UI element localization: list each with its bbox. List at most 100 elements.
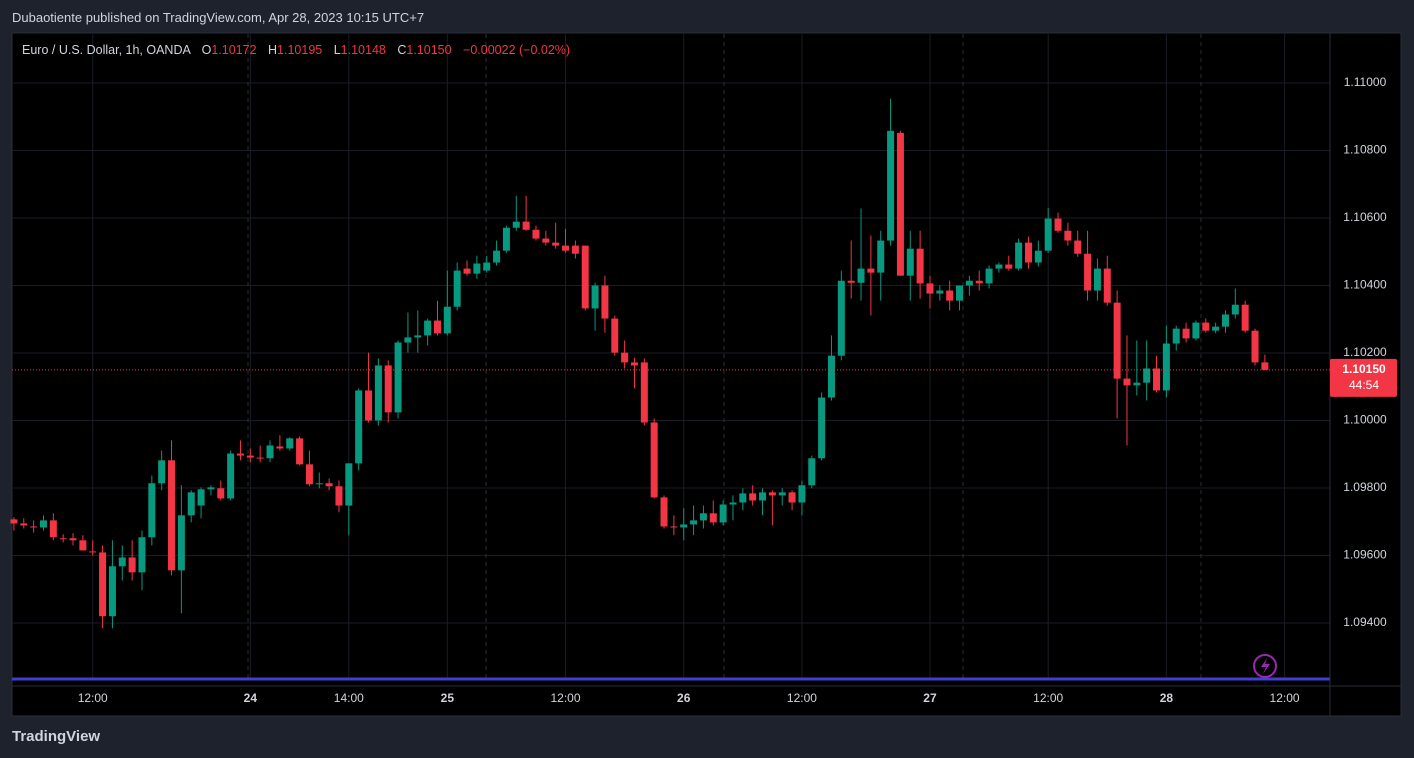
candle-body [995,264,1003,269]
candle-body [502,227,510,251]
candle-body [1034,250,1042,263]
candle-body [640,362,648,423]
candle-body [512,221,520,228]
x-tick-label: 12:00 [1270,691,1300,705]
candle-body [276,446,284,449]
candle-body [857,268,865,283]
candle-body [837,280,845,356]
candle-body [1113,302,1121,379]
candle-body [946,290,954,301]
candle-body [759,492,767,501]
x-tick-label: 25 [441,691,455,705]
candle-body [493,250,501,263]
x-tick-label: 27 [923,691,937,705]
candle-body [877,240,885,273]
candle-body [1202,322,1210,331]
candle-body [906,248,914,276]
y-tick-label: 1.10800 [1343,143,1387,157]
candle-body [1024,242,1032,263]
candle-body [315,483,323,485]
x-tick-label: 12:00 [551,691,581,705]
candle-body [99,552,107,617]
candle-body [818,397,826,459]
x-tick-label: 12:00 [1033,691,1063,705]
candle-body [246,455,254,458]
candle-body [1123,378,1131,386]
candle-body [1133,382,1141,386]
candle-body [778,492,786,496]
candle-body [621,352,629,363]
candle-body [956,285,964,301]
candle-body [1103,268,1111,303]
candle-body [985,268,993,284]
candle-body [522,221,530,230]
candle-body [355,390,363,464]
candle-body [128,557,136,573]
candle-body [443,306,451,334]
candle-body [1143,368,1151,383]
candle-body [187,492,195,516]
candle-body [542,238,550,243]
candle-body [1005,264,1013,269]
ohlc-value: 1.10172 [211,43,257,57]
candle-body [926,283,934,294]
y-tick-label: 1.09400 [1343,615,1387,629]
candle-body [827,355,835,398]
candle-body [177,515,185,571]
candle-body [89,551,97,553]
alert-circle[interactable] [1253,654,1277,678]
ohlc-key: C [397,43,407,57]
candle-body [414,335,422,338]
candle-body [207,487,215,490]
candle-body [365,390,373,421]
candle-body [1192,322,1200,339]
candle-body [719,504,727,523]
candle-body [936,290,944,294]
candle-body [424,320,432,336]
x-tick-label: 24 [244,691,258,705]
alert-bolt[interactable] [1261,658,1270,674]
candle-body [630,362,638,366]
candle-body [680,524,688,528]
candle-body [562,245,570,251]
candle-body [483,262,491,271]
chart-panel [11,32,1402,717]
candle-body [1093,268,1101,291]
y-tick-label: 1.10400 [1343,278,1387,292]
candle-body [374,365,382,421]
published-note: Dubaotiente published on TradingView.com… [12,10,425,25]
candle-body [611,318,619,353]
x-tick-label: 26 [677,691,691,705]
candle-body [887,130,895,241]
candle-body [699,513,707,521]
candle-body [217,488,225,499]
x-tick-label: 28 [1160,691,1174,705]
candle-body [335,486,343,506]
ohlc-value: 1.10148 [340,43,386,57]
ohlc-value: 1.10195 [277,43,323,57]
candle-body [1074,240,1082,254]
candle-body [601,285,609,319]
candle-body [788,492,796,503]
footer-logo[interactable]: TradingView [12,728,101,745]
candle-body [1064,230,1072,241]
candle-body [768,492,776,496]
candle-body [286,438,294,449]
candle-body [473,263,481,274]
candle-body [59,538,67,540]
candle-body [1172,328,1180,344]
candle-body [305,464,313,485]
candle-body [1182,328,1190,339]
ohlc-key: O [201,43,212,57]
candle-body [227,453,235,499]
x-tick-label: 12:00 [78,691,108,705]
alert-icon[interactable] [1253,654,1277,678]
candle-body [709,513,717,523]
candle-body [30,526,38,528]
candle-body [108,566,116,617]
candle-body [39,520,47,528]
candle-body [1241,304,1249,331]
legend-header: Euro / U.S. Dollar, 1h, OANDA O1.10172 H… [22,43,570,57]
x-tick-label: 14:00 [334,691,364,705]
candle-body [345,463,353,506]
